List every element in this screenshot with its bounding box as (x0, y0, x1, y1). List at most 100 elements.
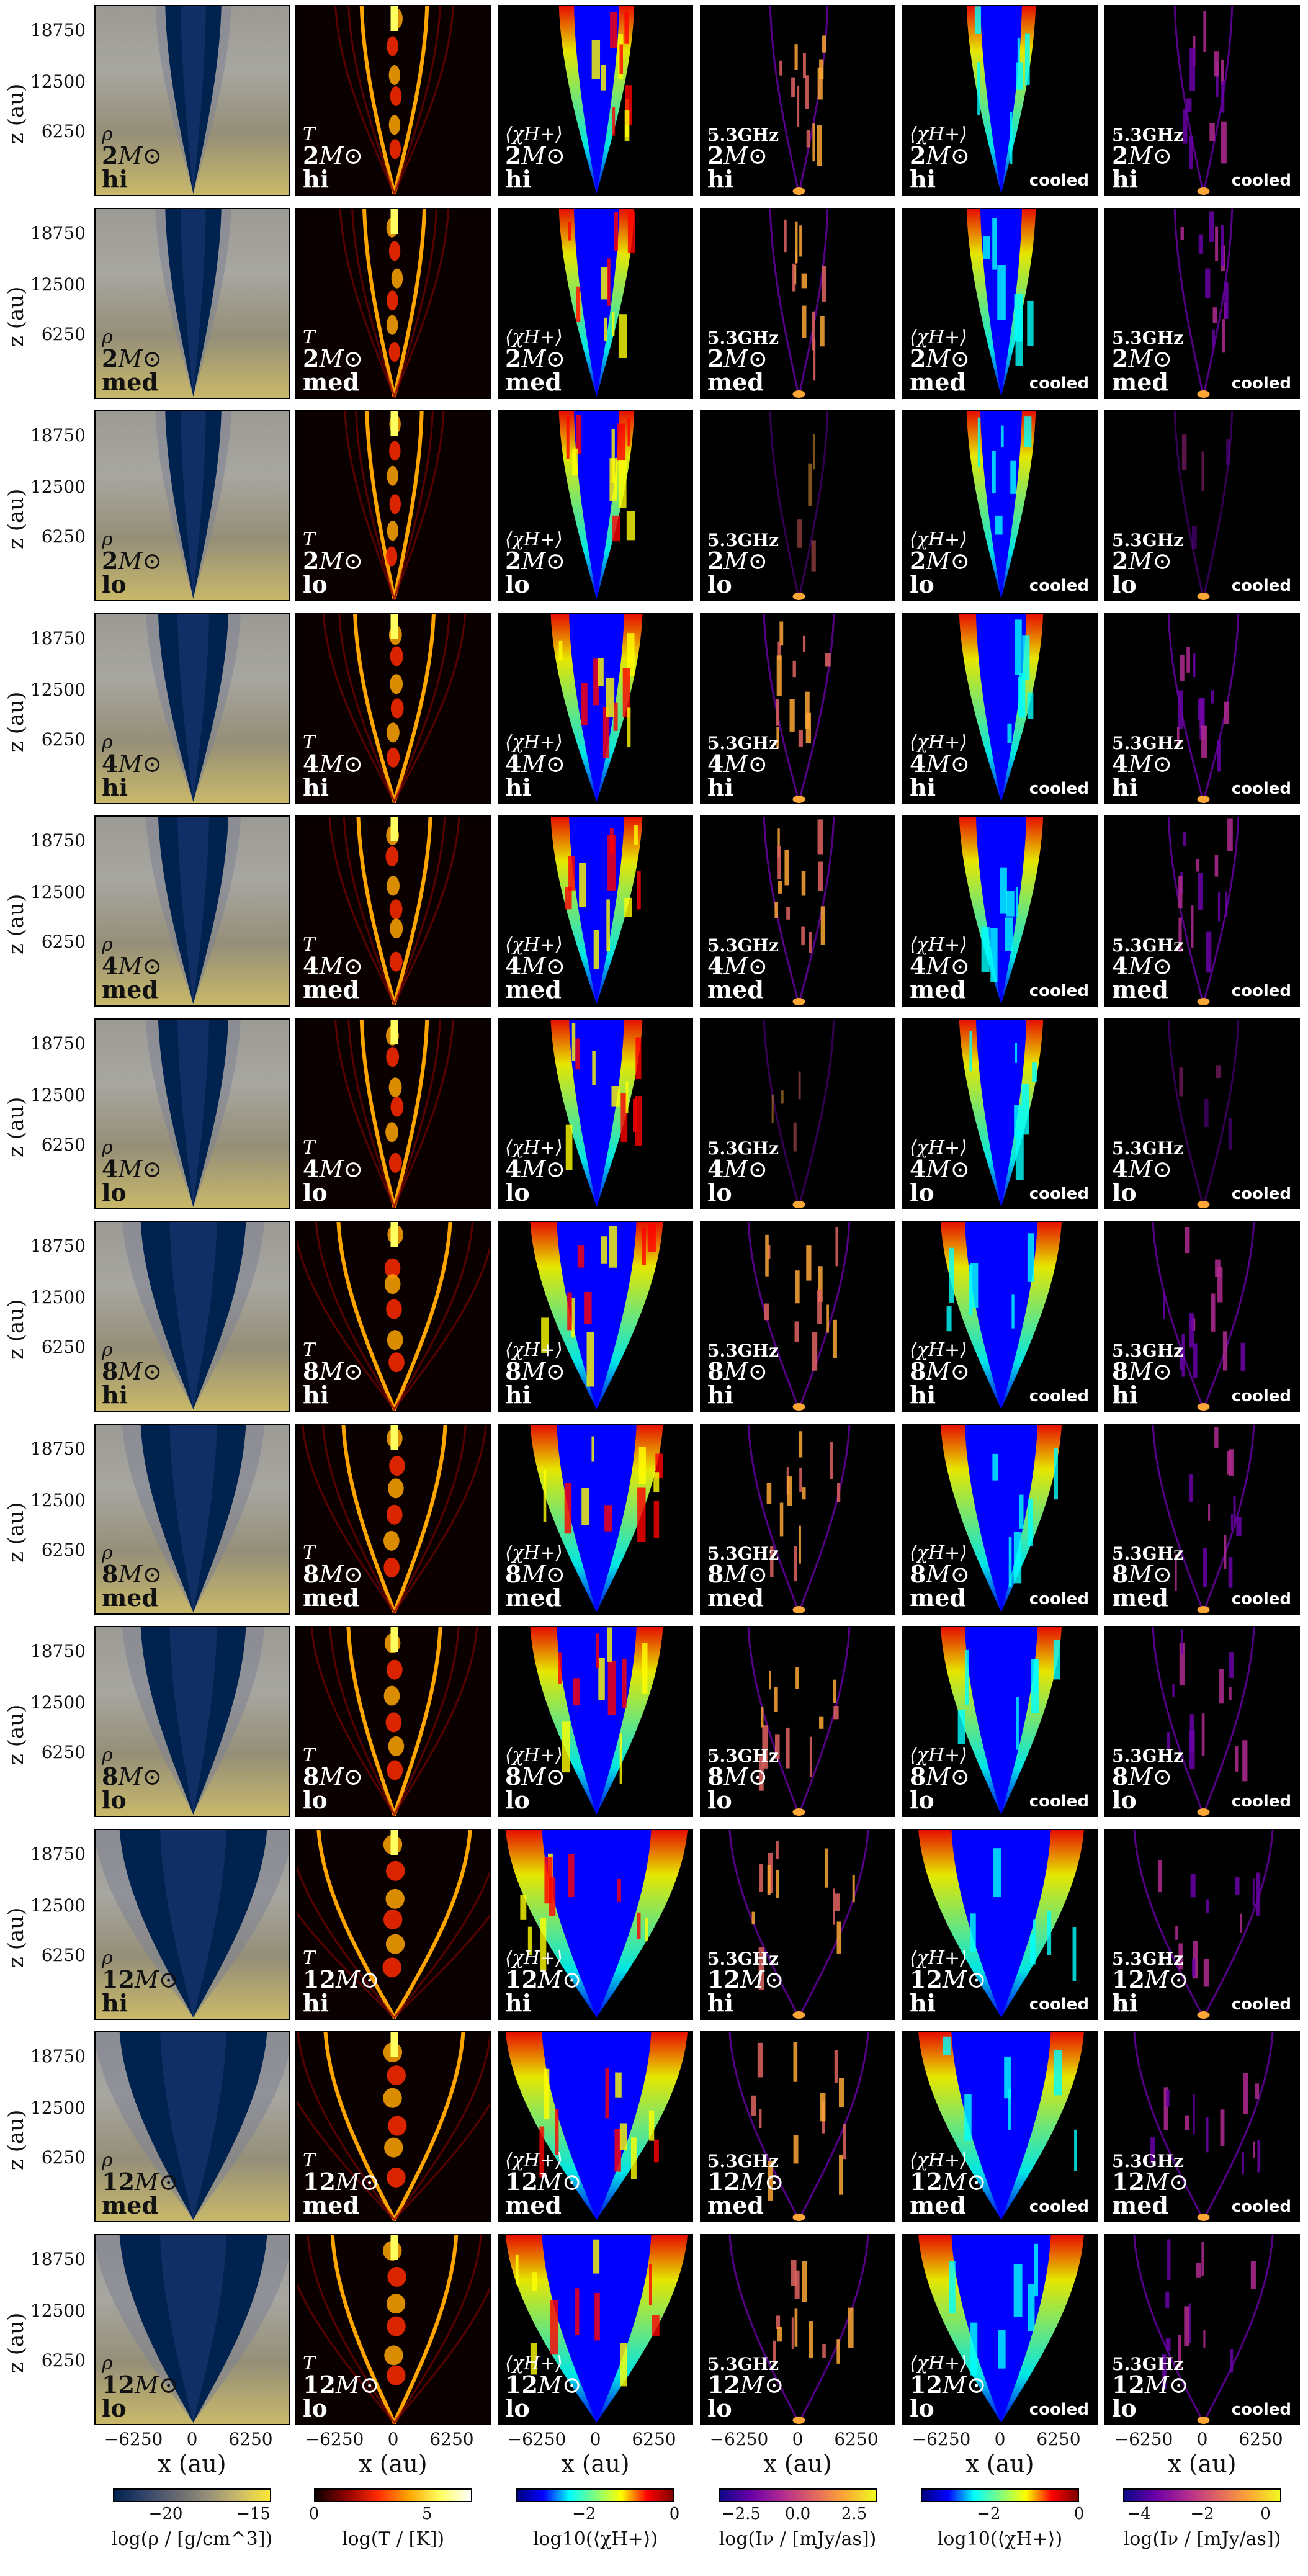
emission-streak (1180, 227, 1184, 240)
emission-streak (764, 1303, 769, 1321)
ionization-streak (970, 1263, 979, 1309)
panel-label-chi: ⟨χH+⟩ 2M⊙ lo (505, 531, 565, 596)
hot-knot (387, 36, 398, 56)
emission-streak (795, 1667, 799, 1689)
emission-streak (1201, 725, 1207, 758)
y-tick-label: 6250 (41, 2147, 86, 2168)
mass-value: 8 (1112, 1762, 1129, 1790)
resolution-label: hi (910, 773, 936, 801)
quantity-label: 5.3GHz (707, 2151, 779, 2171)
panel-T-12msun-hi: T 12M⊙ hi (295, 1829, 491, 2020)
hot-knot (382, 1957, 401, 1978)
emission-streak (843, 2124, 846, 2160)
emission-streak (789, 699, 795, 732)
ionization-streak (541, 1317, 549, 1353)
jet-core (160, 2235, 226, 2423)
ionization-streak (568, 222, 571, 241)
panel-chi_cooled-2msun-med: ⟨χH+⟩ 2M⊙ med cooled (902, 208, 1098, 399)
panel-I_cooled-8msun-hi: 5.3GHz 8M⊙ hi cooled (1104, 1221, 1300, 1412)
emission-streak (1183, 832, 1187, 846)
panel-label-T: T 8M⊙ lo (303, 1746, 363, 1812)
ionization-streak (573, 1678, 580, 1706)
emission-streak (809, 1736, 812, 1777)
resolution-label: lo (102, 1786, 127, 1814)
cooled-tag: cooled (1231, 1185, 1291, 1203)
panel-label-rho: ρ 8M⊙ lo (102, 1746, 162, 1812)
hot-knot (390, 1097, 404, 1117)
hot-knot (388, 65, 401, 85)
emission-streak (820, 2093, 826, 2122)
emission-streak (1201, 451, 1204, 491)
resolution-label: med (1112, 1584, 1168, 1612)
mass-value: 12 (910, 2168, 943, 2196)
ionization-streak (624, 12, 630, 44)
ionization-streak (562, 1721, 570, 1773)
quantity-label: 5.3GHz (707, 1746, 779, 1766)
ionization-streak (622, 668, 630, 718)
panel-image-chi_cooled (903, 2032, 1096, 2221)
emission-streak (1229, 1687, 1232, 1700)
emission-streak (1193, 653, 1196, 677)
quantity-label: ⟨χH+⟩ (910, 529, 967, 550)
mass-unit: M⊙ (335, 2168, 380, 2196)
ionization-streak (1006, 891, 1015, 917)
source-peak (792, 187, 805, 195)
mass-unit: M⊙ (926, 750, 970, 778)
mass-value: 2 (102, 141, 119, 169)
quantity-label: ⟨χH+⟩ (505, 2353, 563, 2374)
cooled-tag: cooled (1231, 1995, 1291, 2014)
ionization-streak (617, 1878, 621, 1902)
mass-value: 8 (707, 1560, 724, 1588)
hot-knot (388, 115, 401, 135)
ionization-streak (630, 2137, 637, 2179)
emission-streak (1181, 1334, 1185, 1377)
source-peak (1197, 187, 1210, 195)
resolution-label: lo (303, 570, 328, 598)
shock-front (330, 2235, 459, 2424)
neutral-core (569, 614, 624, 802)
emission-streak (765, 1234, 769, 1277)
shock-front (297, 1911, 490, 2019)
shock-front (341, 1425, 447, 1613)
resolution-label: hi (102, 1989, 128, 2017)
panel-T-4msun-hi: T 4M⊙ hi (295, 613, 491, 804)
ionization-streak (566, 416, 570, 459)
neutral-core (557, 1425, 637, 1612)
quantity-label: ⟨χH+⟩ (505, 326, 563, 348)
ionization-streak (579, 863, 586, 907)
ionization-streak (977, 62, 980, 115)
mass-label: 12M⊙ (102, 2373, 179, 2397)
emission-streak (798, 730, 803, 747)
panel-label-I: 5.3GHz 4M⊙ hi (707, 735, 779, 799)
emission-streak (1183, 109, 1188, 144)
ionization-streak (1000, 425, 1004, 447)
mass-value: 12 (1112, 2371, 1145, 2399)
mass-value: 12 (910, 2371, 943, 2399)
emission-streak (798, 1071, 801, 1100)
mass-label: 2M⊙ (707, 144, 779, 168)
ionization-streak (1008, 2089, 1011, 2130)
y-tick-label: 18750 (30, 2248, 86, 2269)
neutral-core (975, 1020, 1027, 1207)
y-tick-label: 18750 (30, 20, 86, 41)
ionization-streak (558, 640, 563, 661)
mass-label: 12M⊙ (1112, 1968, 1189, 1992)
x-tick-label: 6250 (632, 2428, 676, 2449)
mass-unit: M⊙ (723, 750, 768, 778)
y-tick-label: 6250 (41, 526, 86, 547)
panel-I_cooled-2msun-hi: 5.3GHz 2M⊙ hi cooled (1104, 5, 1300, 196)
emission-streak (812, 123, 815, 162)
panel-image-I (701, 2032, 894, 2221)
shock-front (355, 411, 434, 600)
mass-label: 12M⊙ (1112, 2170, 1189, 2194)
emission-streak (1230, 1514, 1234, 1531)
emission-streak (792, 660, 796, 678)
emission-shell (763, 614, 835, 802)
emission-streak (777, 2327, 782, 2342)
panel-T-8msun-med: T 8M⊙ med (295, 1424, 491, 1615)
emission-streak (819, 1716, 824, 1729)
background (701, 1627, 894, 1816)
quantity-label: 5.3GHz (1112, 1746, 1183, 1766)
emission-streak (1185, 2115, 1189, 2130)
ionization-streak (567, 1292, 572, 1331)
